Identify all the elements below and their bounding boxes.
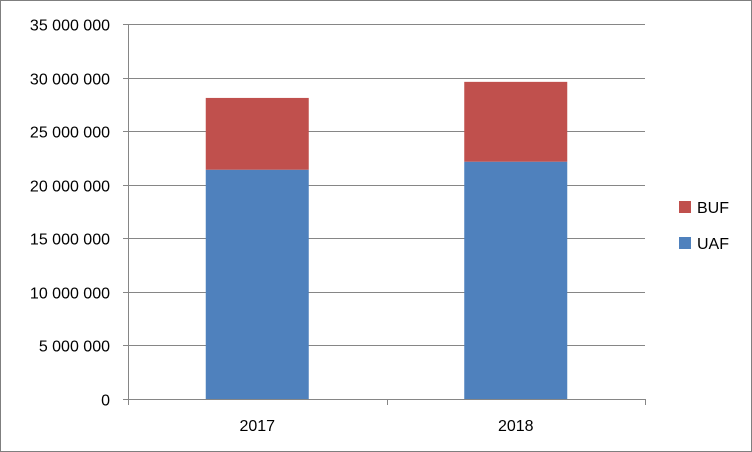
bar-uaf-2018 (464, 161, 568, 399)
bar-uaf-2017 (205, 169, 309, 399)
y-tick-label: 25 000 000 (30, 125, 110, 142)
y-tick-label: 10 000 000 (30, 286, 110, 303)
x-tick-label: 2018 (498, 418, 534, 435)
y-tick-label: 0 (101, 393, 110, 410)
y-tick-label: 30 000 000 (30, 72, 110, 89)
bar-buf-2018 (464, 81, 568, 162)
legend-label-buf: BUF (697, 200, 729, 217)
gridlines (128, 24, 645, 346)
y-tick-label: 20 000 000 (30, 179, 110, 196)
x-axis-tick-labels: 2017 2018 (239, 418, 533, 435)
legend-swatch-uaf (679, 237, 691, 249)
y-tick-label: 35 000 000 (30, 18, 110, 35)
legend-label-uaf: UAF (697, 236, 729, 253)
y-axis-tick-labels: 0 5 000 000 10 000 000 15 000 000 20 000 000… (30, 18, 110, 410)
legend-swatch-buf (679, 201, 691, 213)
bar-buf-2017 (205, 97, 309, 170)
legend: BUF UAF (679, 200, 729, 253)
x-tick-label: 2017 (239, 418, 275, 435)
y-tick-label: 5 000 000 (39, 339, 110, 356)
axes (123, 24, 646, 405)
bars (205, 81, 568, 399)
y-tick-label: 15 000 000 (30, 232, 110, 249)
